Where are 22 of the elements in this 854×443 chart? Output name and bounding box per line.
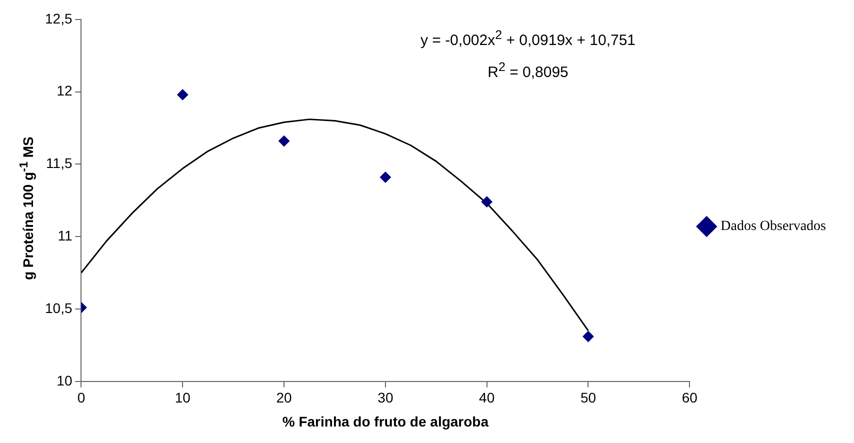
annotation: R$^{2}$ = 0,8095 xyxy=(486,59,570,83)
y-tick-label: 11 xyxy=(58,227,72,244)
point xyxy=(380,172,391,183)
x-tick-label: 40 xyxy=(479,390,495,406)
point xyxy=(481,196,492,208)
y-tick-label: 10,5 xyxy=(45,300,72,316)
x-tick-label: 0 xyxy=(77,390,86,406)
point xyxy=(278,136,290,147)
annotation: y = -0,002x$^{2}$ + 0,0919x + 10,751 xyxy=(419,27,637,51)
point xyxy=(582,331,594,342)
y-tick-label: 11,5 xyxy=(46,155,72,172)
x-tick-label: 50 xyxy=(580,390,596,406)
point xyxy=(177,89,188,100)
legend-label: Dados Observados xyxy=(720,219,826,234)
x-tick-label: 20 xyxy=(276,390,292,406)
y-tick-label: 12,5 xyxy=(45,10,72,26)
x-tick-label: 60 xyxy=(682,390,698,406)
x-tick-label: 30 xyxy=(378,390,394,406)
y-tick-label: 10 xyxy=(56,372,72,388)
y-tick-label: 12 xyxy=(56,82,72,99)
x-axis-title: % Farinha do fruto de algaroba xyxy=(282,413,489,430)
x-tick-label: 10 xyxy=(174,390,191,406)
